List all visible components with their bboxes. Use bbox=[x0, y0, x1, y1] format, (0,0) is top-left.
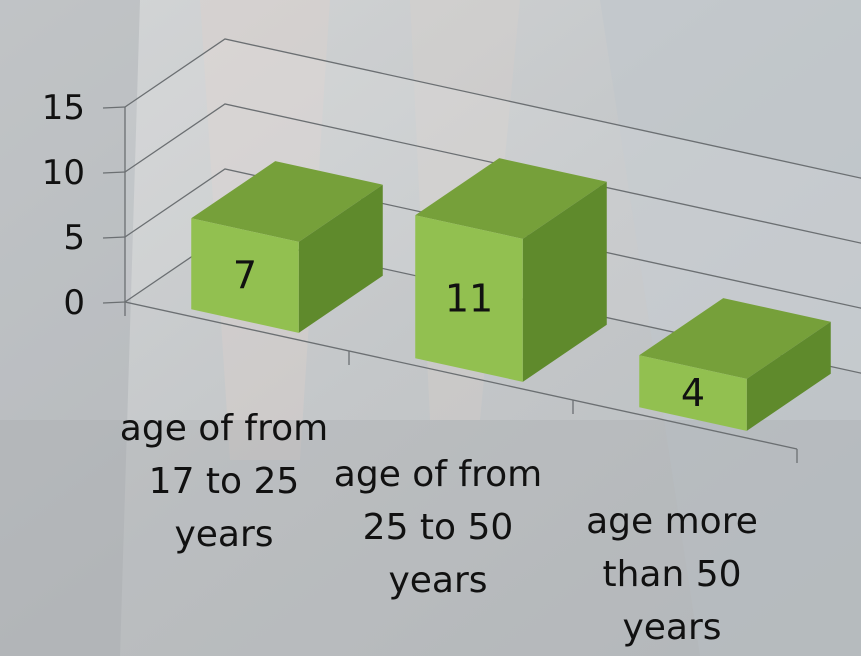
y-tick-10 bbox=[103, 172, 125, 173]
bar-data-label: 11 bbox=[445, 277, 493, 321]
y-tick-label: 0 bbox=[63, 283, 85, 323]
category-label-2: age of from 25 to 50 years bbox=[334, 454, 542, 601]
y-axis-tick-labels: 0 5 10 15 bbox=[42, 88, 85, 323]
category-label-1: age of from 17 to 25 years bbox=[120, 408, 328, 555]
y-tick-label: 15 bbox=[42, 88, 85, 128]
category-label-3: age more than 50 years bbox=[586, 501, 758, 648]
y-tick-15 bbox=[103, 107, 125, 108]
bar-data-label: 4 bbox=[681, 371, 705, 415]
y-tick-0 bbox=[103, 302, 125, 303]
y-tick-5 bbox=[103, 237, 125, 238]
y-tick-label: 10 bbox=[42, 153, 85, 193]
y-tick-label: 5 bbox=[63, 218, 85, 258]
bar-data-label: 7 bbox=[233, 254, 257, 298]
